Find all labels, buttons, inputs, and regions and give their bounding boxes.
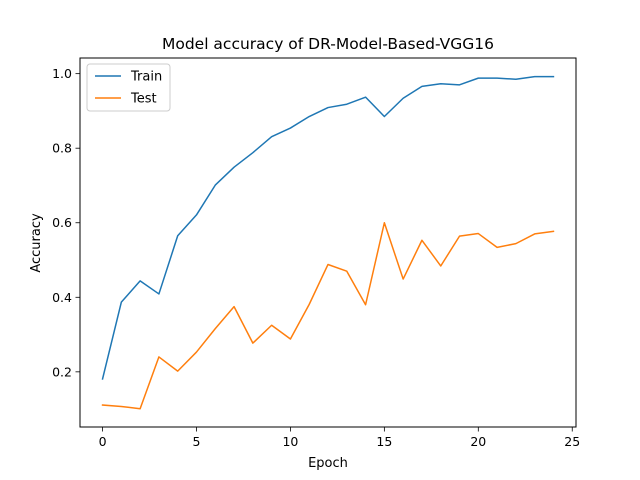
y-tick-label: 0.6 [52, 215, 72, 230]
series-line-train [101, 75, 555, 380]
y-axis: 0.2 0.4 0.6 0.8 1.0 [52, 66, 80, 379]
y-axis-label: Accuracy [29, 213, 44, 273]
series-line-test [101, 222, 555, 410]
y-tick-label: 0.8 [52, 141, 72, 156]
x-tick-label: 0 [99, 434, 107, 449]
chart-title: Model accuracy of DR-Model-Based-VGG16 [162, 35, 494, 53]
x-tick-label: 15 [376, 434, 392, 449]
x-tick-label: 5 [193, 434, 201, 449]
legend-label-test: Test [130, 92, 157, 107]
plot-frame [79, 57, 577, 428]
y-tick-label: 0.2 [52, 364, 72, 379]
x-axis: 0 5 10 15 20 25 [99, 427, 580, 449]
series-layer [101, 75, 555, 410]
x-axis-label: Epoch [308, 456, 348, 471]
y-tick-label: 0.4 [52, 290, 72, 305]
legend: Train Test [86, 63, 171, 112]
x-tick-label: 10 [282, 434, 298, 449]
y-tick-label: 1.0 [52, 66, 72, 81]
x-tick-label: 25 [564, 434, 580, 449]
legend-label-train: Train [130, 70, 162, 85]
x-tick-label: 20 [470, 434, 486, 449]
